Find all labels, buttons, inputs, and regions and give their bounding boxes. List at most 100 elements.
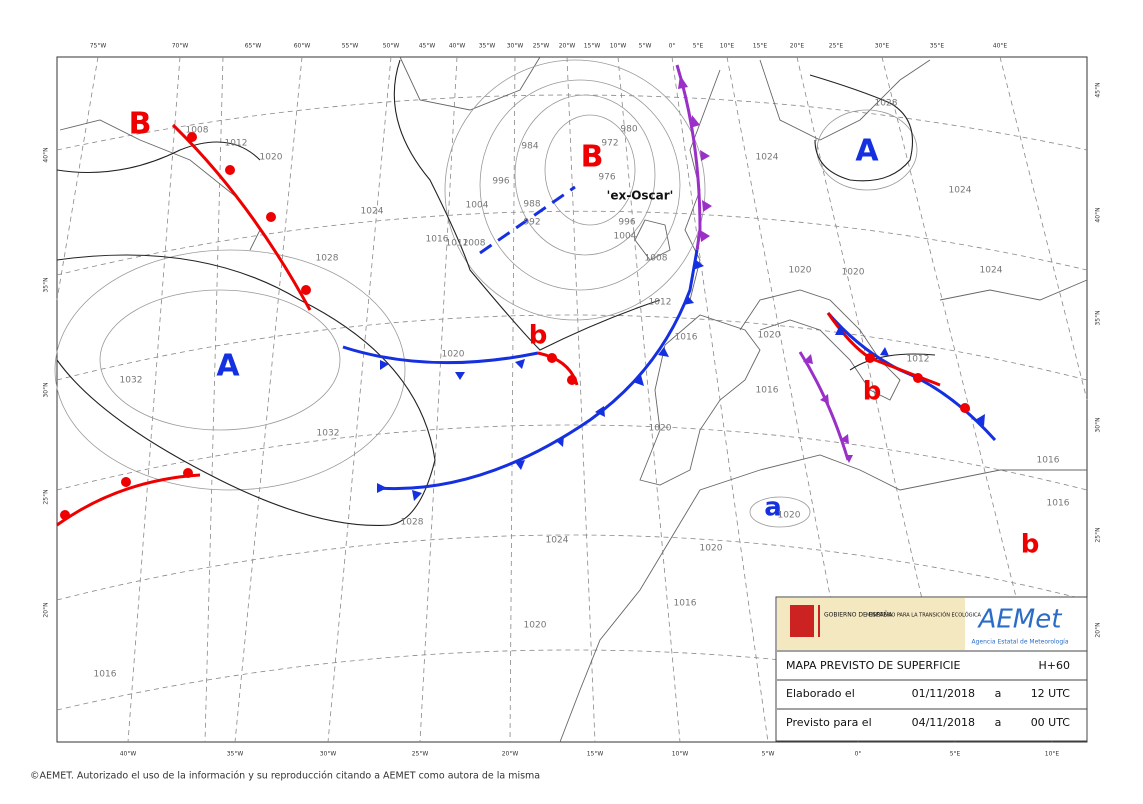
front-symbols (60, 75, 985, 520)
isobar-label: 1004 (466, 201, 489, 211)
isobar-label: 980 (620, 125, 637, 135)
isobar-label: 1012 (446, 239, 469, 249)
latitude-label: 30°N (43, 382, 50, 397)
legend-cell: 01/11/2018 (912, 687, 975, 700)
longitude-label: 30°W (507, 43, 524, 50)
isobar-label: 1012 (649, 298, 672, 308)
longitude-label: 70°W (172, 43, 189, 50)
pressure-center: B (129, 107, 152, 142)
isobar-label: 1024 (756, 153, 779, 163)
latitude-label: 35°N (1095, 310, 1102, 325)
isobar-label: 1032 (317, 429, 340, 439)
isobar-label: 1008 (645, 254, 668, 264)
longitude-label: 5°W (762, 751, 775, 758)
legend-cell: a (995, 716, 1002, 729)
pressure-center: B (581, 140, 604, 175)
isobar-label: 1020 (758, 331, 781, 341)
latitude-label: 25°N (1095, 527, 1102, 542)
legend-cell: Previsto para el (786, 716, 872, 729)
longitude-label: 20°W (502, 751, 519, 758)
isobar-label: 1004 (614, 232, 637, 242)
longitude-label: 5°E (950, 751, 961, 758)
isobar-label: 1028 (316, 254, 339, 264)
footer: ©AEMET. Autorizado el uso de la informac… (30, 771, 540, 782)
longitude-label: 35°E (930, 43, 945, 50)
isobar-label: 1028 (401, 518, 424, 528)
longitude-label: 25°W (533, 43, 550, 50)
longitude-label: 50°W (383, 43, 400, 50)
longitude-label: 15°E (753, 43, 768, 50)
isobar-label: 1020 (649, 424, 672, 434)
latitude-label: 20°N (1095, 622, 1102, 637)
longitude-label: 25°E (829, 43, 844, 50)
isobar-label: 1024 (361, 207, 384, 217)
longitude-label: 0° (855, 751, 862, 758)
isobar-label: 1024 (949, 186, 972, 196)
isobar-label: 1016 (1037, 456, 1060, 466)
latitude-label: 40°N (1095, 207, 1102, 222)
legend-cell: 04/11/2018 (912, 716, 975, 729)
banner-rule (818, 605, 820, 637)
latitude-label: 20°N (43, 602, 50, 617)
pressure-center: b (863, 377, 882, 407)
longitude-label: 5°W (639, 43, 652, 50)
longitude-label: 20°E (790, 43, 805, 50)
longitude-label: 45°W (419, 43, 436, 50)
isobar-label: 1020 (789, 266, 812, 276)
longitude-label: 10°E (1045, 751, 1060, 758)
isobar-label: 992 (523, 218, 540, 228)
legend-cell: a (995, 687, 1002, 700)
longitude-label: 15°W (584, 43, 601, 50)
isobar-label: 984 (521, 142, 538, 152)
isobar-label: 1016 (756, 386, 779, 396)
longitude-label: 0° (669, 43, 676, 50)
legend-cell: 00 UTC (1031, 716, 1071, 729)
isobar-label: 1012 (907, 355, 930, 365)
lead-time: H+60 (1039, 659, 1071, 672)
isobar-label: 1028 (875, 99, 898, 109)
pressure-center: b (529, 321, 548, 351)
longitude-label: 60°W (294, 43, 311, 50)
isobar-label: 1016 (674, 599, 697, 609)
legend-cell: 12 UTC (1031, 687, 1071, 700)
isobar-label: 996 (618, 218, 635, 228)
longitude-label: 65°W (245, 43, 262, 50)
isobar-label: 1016 (94, 670, 117, 680)
pressure-center: b (1021, 530, 1040, 560)
isobar-label: 1016 (426, 235, 449, 245)
isobar-label: 1012 (225, 139, 248, 149)
latitude-label: 35°N (43, 277, 50, 292)
isobar-label: 1024 (546, 536, 569, 546)
latitude-label: 45°N (1095, 82, 1102, 97)
isobar-label: 972 (601, 139, 618, 149)
storm-name: 'ex-Oscar' (607, 189, 674, 203)
longitude-label: 35°W (227, 751, 244, 758)
longitude-label: 20°W (559, 43, 576, 50)
isobar-label: 1020 (700, 544, 723, 554)
longitude-label: 10°W (610, 43, 627, 50)
isobar-label: 1020 (260, 153, 283, 163)
longitude-label: 30°E (875, 43, 890, 50)
government: GOBIERNO DE ESPAÑA (824, 612, 893, 619)
pressure-center: A (216, 349, 240, 384)
legend-title: MAPA PREVISTO DE SUPERFICIE (786, 659, 960, 672)
isobar-label: 988 (523, 200, 540, 210)
isobar-label: 1016 (675, 333, 698, 343)
ministry: MINISTERIO PARA LA TRANSICIÓN ECOLÓGICA (866, 612, 982, 619)
coat-of-arms (790, 605, 814, 637)
isobar-label: 1008 (463, 239, 486, 249)
isobar-label: 976 (598, 173, 615, 183)
longitude-label: 10°W (672, 751, 689, 758)
legend-box: GOBIERNO DE ESPAÑA MINISTERIO PARA LA TR… (775, 596, 1088, 742)
longitude-label: 35°W (479, 43, 496, 50)
isobar-label: 1008 (186, 126, 209, 136)
isobar-label: 996 (492, 177, 509, 187)
latitude-label: 25°N (43, 489, 50, 504)
latitude-label: 40°N (43, 147, 50, 162)
longitude-label: 10°E (720, 43, 735, 50)
longitude-label: 55°W (342, 43, 359, 50)
longitude-label: 25°W (412, 751, 429, 758)
isobar-label: 1016 (1047, 499, 1070, 509)
agency-logo: AEMet (977, 605, 1063, 635)
